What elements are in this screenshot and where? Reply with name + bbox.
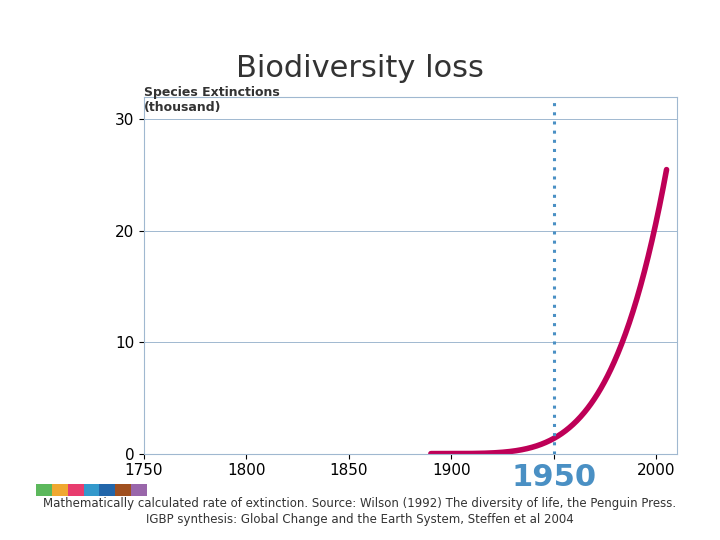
Text: Species Extinctions
(thousand): Species Extinctions (thousand) [144,86,280,114]
Text: Mathematically calculated rate of extinction. Source: Wilson (1992) The diversit: Mathematically calculated rate of extinc… [43,497,677,510]
Text: IGBP synthesis: Global Change and the Earth System, Steffen et al 2004: IGBP synthesis: Global Change and the Ea… [146,514,574,526]
Text: Biodiversity loss: Biodiversity loss [236,54,484,83]
